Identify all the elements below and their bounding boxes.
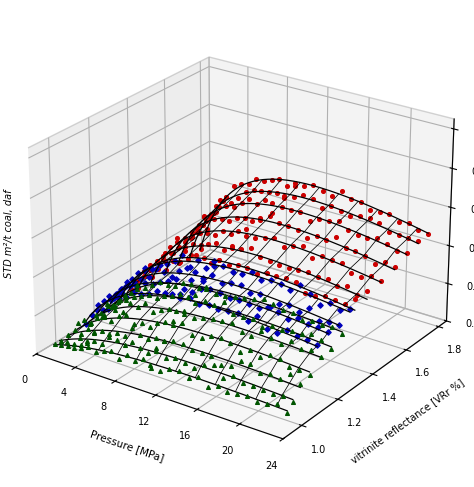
X-axis label: Pressure [MPa]: Pressure [MPa] xyxy=(89,429,165,463)
Text: STD m²/t coal, daf: STD m²/t coal, daf xyxy=(4,190,14,279)
Y-axis label: vitrinite reflectance [VRr %]: vitrinite reflectance [VRr %] xyxy=(349,377,466,465)
